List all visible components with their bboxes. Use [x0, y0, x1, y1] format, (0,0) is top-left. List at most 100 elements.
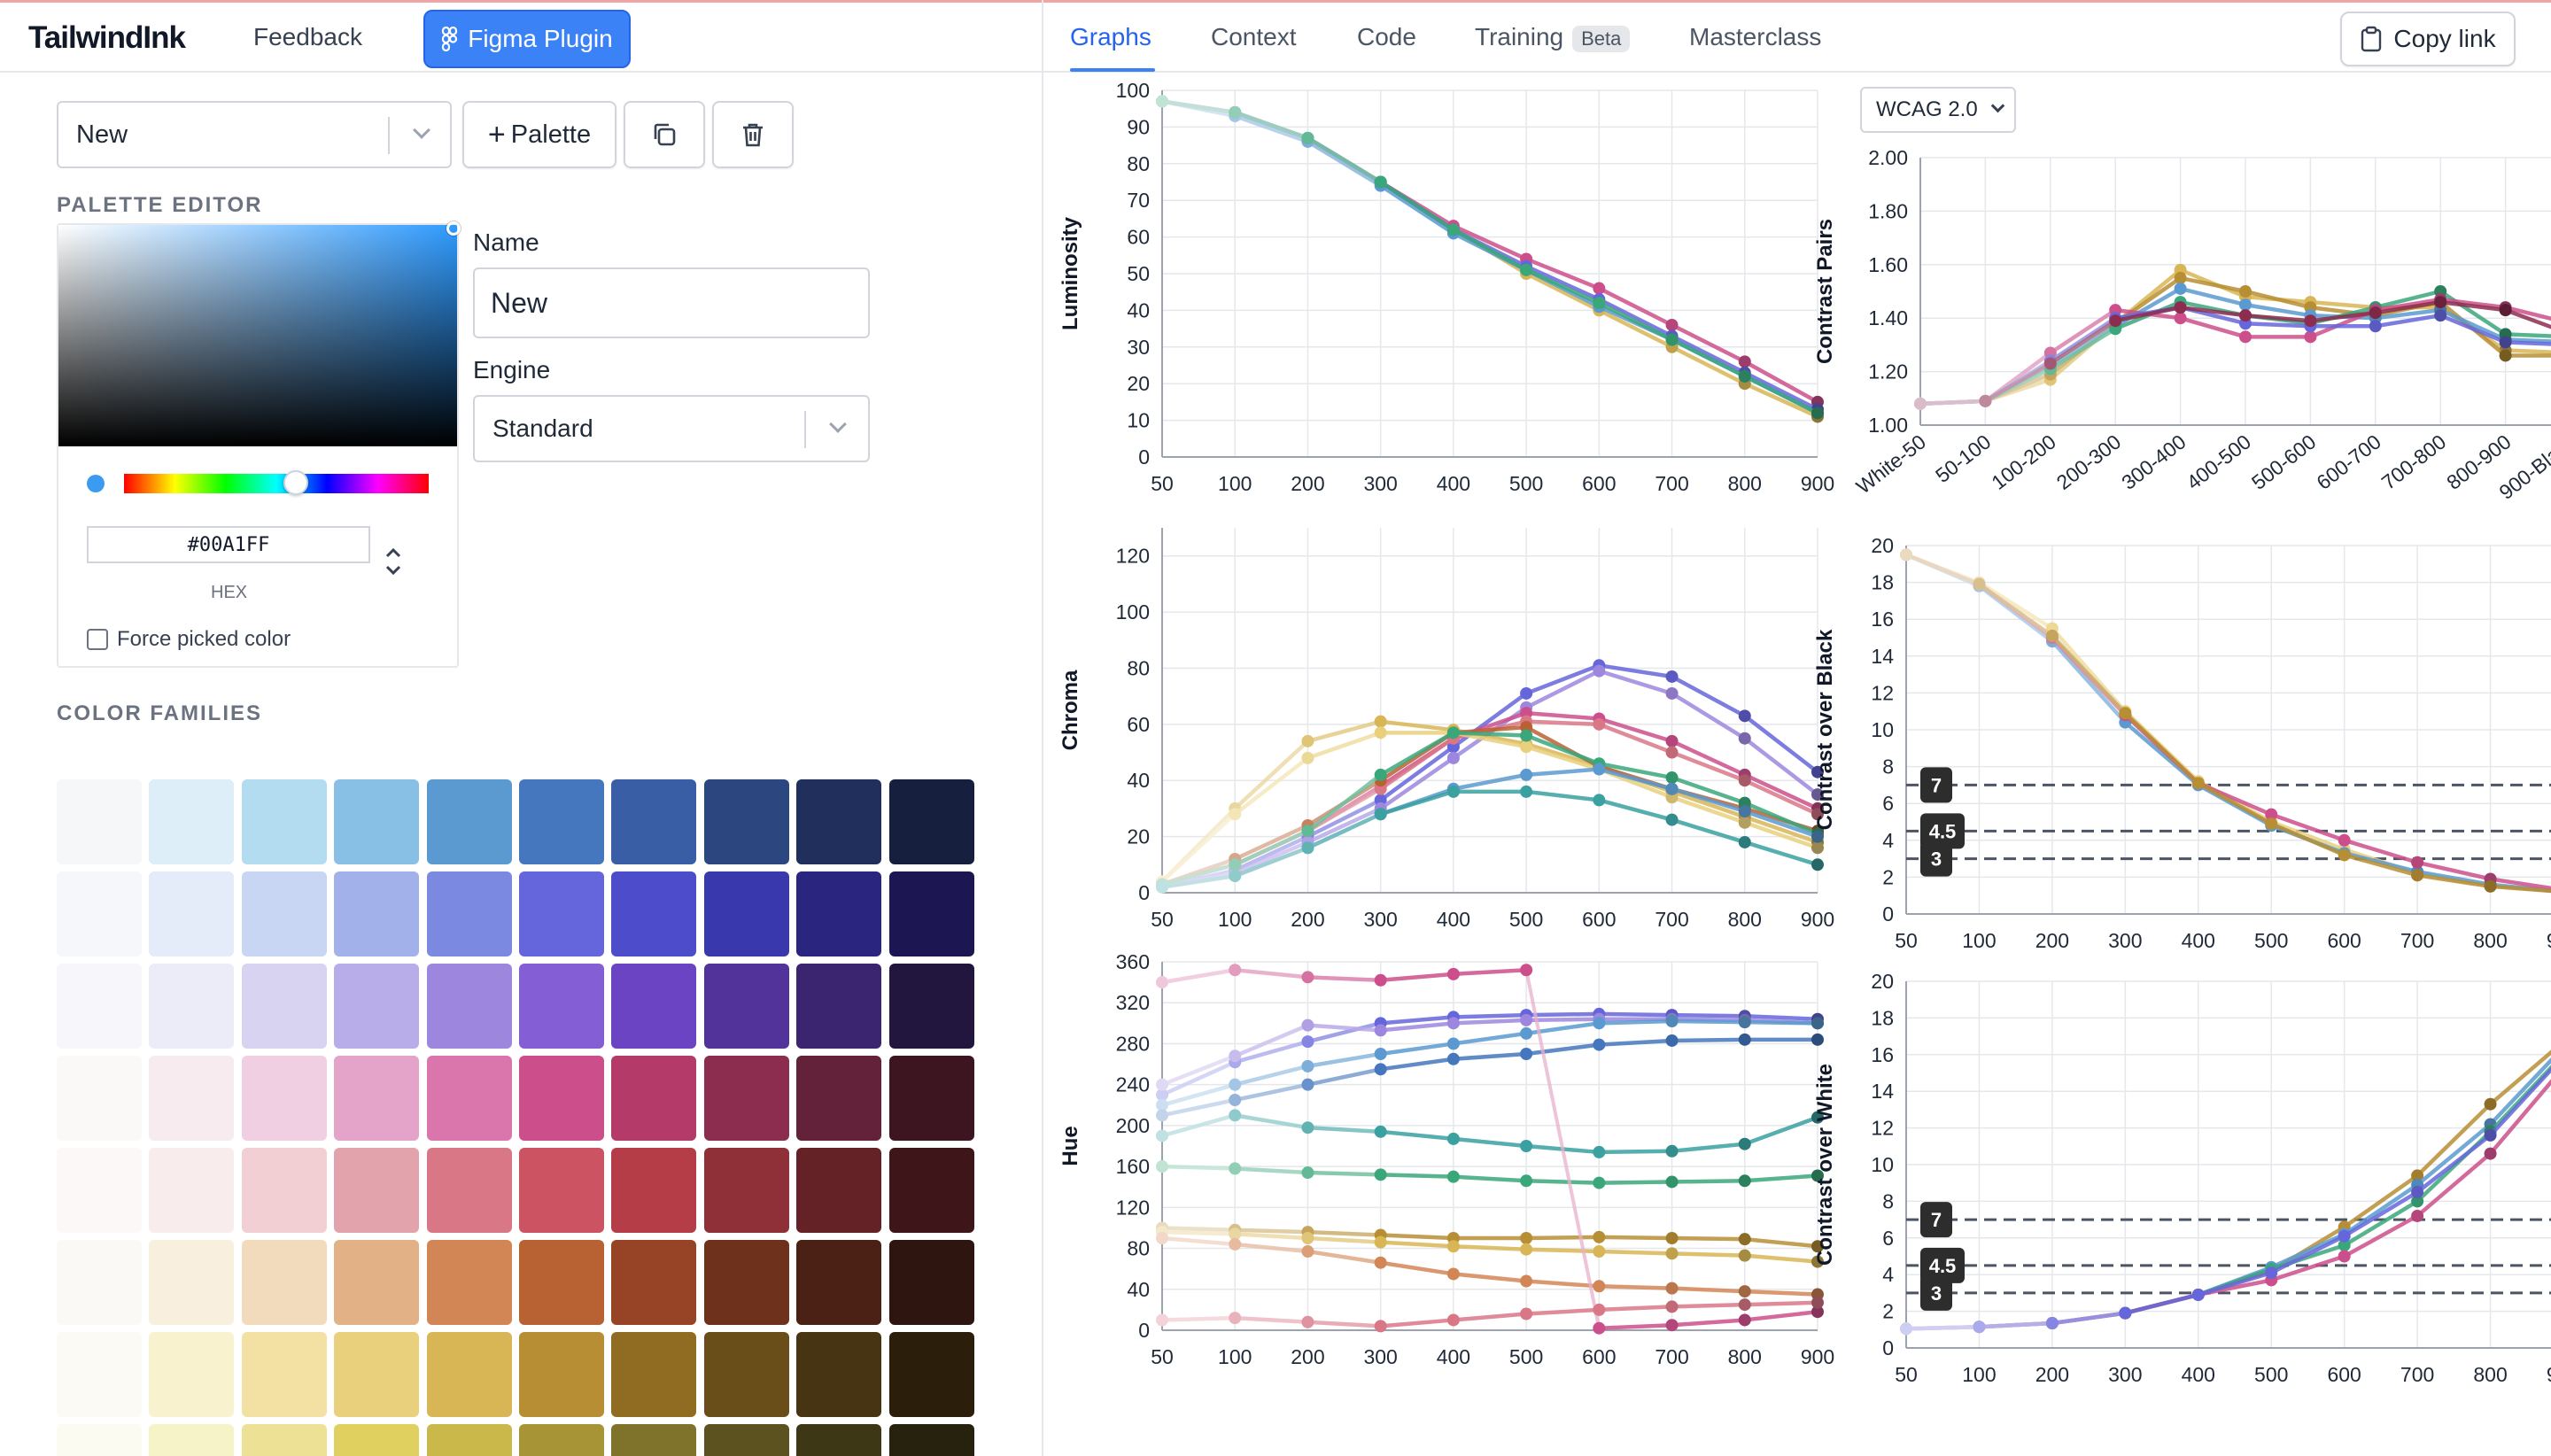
color-swatch[interactable] — [57, 871, 142, 956]
color-swatch[interactable] — [518, 779, 604, 864]
color-swatch[interactable] — [334, 1424, 420, 1456]
tab-graphs[interactable]: Graphs — [1070, 23, 1151, 50]
color-swatch[interactable] — [57, 1424, 142, 1456]
color-swatch[interactable] — [796, 1332, 882, 1417]
color-swatch[interactable] — [149, 871, 235, 956]
color-swatch[interactable] — [57, 1148, 142, 1233]
color-swatch[interactable] — [334, 1056, 420, 1141]
color-swatch[interactable] — [888, 1148, 974, 1233]
color-swatch[interactable] — [703, 1240, 789, 1325]
color-swatch[interactable] — [426, 1424, 512, 1456]
color-swatch[interactable] — [796, 1056, 882, 1141]
add-palette-button[interactable]: + Palette — [462, 101, 616, 168]
color-swatch[interactable] — [796, 1148, 882, 1233]
color-swatch[interactable] — [149, 1332, 235, 1417]
color-swatch[interactable] — [57, 1332, 142, 1417]
color-swatch[interactable] — [518, 1332, 604, 1417]
tab-context[interactable]: Context — [1211, 23, 1297, 50]
color-swatch[interactable] — [426, 1056, 512, 1141]
color-swatch[interactable] — [241, 1424, 327, 1456]
color-swatch[interactable] — [334, 1148, 420, 1233]
color-swatch[interactable] — [426, 871, 512, 956]
color-swatch[interactable] — [611, 1424, 697, 1456]
color-swatch[interactable] — [334, 964, 420, 1049]
color-swatch[interactable] — [149, 1240, 235, 1325]
saturation-value-picker[interactable] — [58, 225, 457, 446]
color-swatch[interactable] — [611, 1332, 697, 1417]
color-swatch[interactable] — [241, 1056, 327, 1141]
force-picked-checkbox[interactable] — [87, 629, 108, 650]
color-swatch[interactable] — [334, 1332, 420, 1417]
color-swatch[interactable] — [426, 1332, 512, 1417]
color-swatch[interactable] — [611, 1056, 697, 1141]
color-swatch[interactable] — [703, 1424, 789, 1456]
tab-masterclass[interactable]: Masterclass — [1689, 23, 1822, 50]
color-swatch[interactable] — [888, 779, 974, 864]
color-swatch[interactable] — [611, 1240, 697, 1325]
color-swatch[interactable] — [426, 964, 512, 1049]
color-swatch[interactable] — [888, 1424, 974, 1456]
color-swatch[interactable] — [888, 871, 974, 956]
tab-training[interactable]: Training Beta — [1475, 23, 1631, 52]
color-swatch[interactable] — [149, 1148, 235, 1233]
color-swatch[interactable] — [518, 1148, 604, 1233]
color-swatch[interactable] — [57, 1056, 142, 1141]
color-swatch[interactable] — [334, 871, 420, 956]
color-swatch[interactable] — [703, 1148, 789, 1233]
color-swatch[interactable] — [518, 871, 604, 956]
color-swatch[interactable] — [426, 1240, 512, 1325]
color-swatch[interactable] — [796, 779, 882, 864]
name-input[interactable]: New — [473, 267, 870, 338]
color-swatch[interactable] — [57, 779, 142, 864]
color-swatch[interactable] — [241, 871, 327, 956]
color-swatch[interactable] — [149, 779, 235, 864]
color-swatch[interactable] — [703, 1332, 789, 1417]
color-swatch[interactable] — [796, 871, 882, 956]
color-swatch[interactable] — [888, 964, 974, 1049]
sv-picker-handle[interactable] — [446, 221, 461, 236]
color-swatch[interactable] — [518, 1056, 604, 1141]
figma-plugin-button[interactable]: Figma Plugin — [423, 10, 631, 68]
color-swatch[interactable] — [57, 964, 142, 1049]
color-swatch[interactable] — [703, 1056, 789, 1141]
brand-logo[interactable]: TailwindInk — [28, 20, 186, 55]
color-swatch[interactable] — [149, 1424, 235, 1456]
palette-select[interactable]: New — [57, 101, 452, 168]
color-swatch[interactable] — [796, 1424, 882, 1456]
engine-select[interactable]: Standard — [473, 395, 870, 462]
color-swatch[interactable] — [703, 964, 789, 1049]
color-swatch[interactable] — [518, 1424, 604, 1456]
color-swatch[interactable] — [149, 964, 235, 1049]
color-swatch[interactable] — [888, 1332, 974, 1417]
color-swatch[interactable] — [888, 1240, 974, 1325]
color-swatch[interactable] — [703, 871, 789, 956]
color-swatch[interactable] — [241, 1332, 327, 1417]
color-swatch[interactable] — [888, 1056, 974, 1141]
format-toggle-icon[interactable] — [383, 544, 404, 579]
color-swatch[interactable] — [57, 1240, 142, 1325]
hex-input[interactable]: #00A1FF — [87, 526, 370, 563]
color-swatch[interactable] — [334, 779, 420, 864]
hue-slider[interactable] — [124, 474, 429, 493]
color-swatch[interactable] — [796, 1240, 882, 1325]
color-swatch[interactable] — [703, 779, 789, 864]
color-swatch[interactable] — [611, 779, 697, 864]
color-swatch[interactable] — [241, 1148, 327, 1233]
color-swatch[interactable] — [426, 779, 512, 864]
color-swatch[interactable] — [518, 964, 604, 1049]
tab-code[interactable]: Code — [1357, 23, 1416, 50]
color-swatch[interactable] — [611, 964, 697, 1049]
color-swatch[interactable] — [241, 779, 327, 864]
color-swatch[interactable] — [611, 871, 697, 956]
feedback-link[interactable]: Feedback — [253, 23, 362, 50]
copy-link-button[interactable]: Copy link — [2340, 12, 2516, 66]
duplicate-palette-button[interactable] — [624, 101, 705, 168]
color-swatch[interactable] — [611, 1148, 697, 1233]
color-swatch[interactable] — [518, 1240, 604, 1325]
color-swatch[interactable] — [426, 1148, 512, 1233]
color-swatch[interactable] — [149, 1056, 235, 1141]
wcag-select[interactable]: WCAG 2.0 — [1860, 87, 2016, 133]
hue-slider-handle[interactable] — [283, 470, 308, 495]
color-swatch[interactable] — [796, 964, 882, 1049]
color-swatch[interactable] — [241, 1240, 327, 1325]
